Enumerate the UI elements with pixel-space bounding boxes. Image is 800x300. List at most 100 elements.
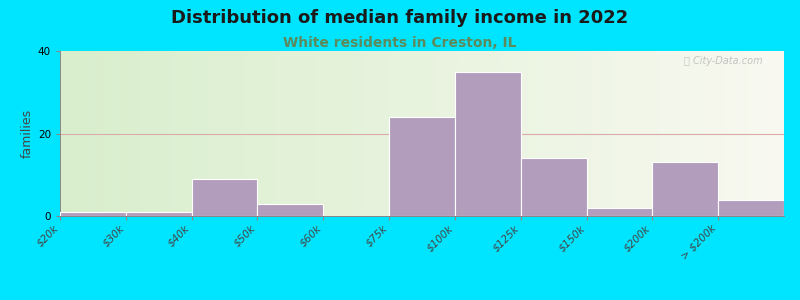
Bar [354,51,357,216]
Bar [492,51,494,216]
Bar [359,51,362,216]
Bar [668,51,670,216]
Bar [125,51,127,216]
Bar [214,51,217,216]
Bar [454,51,456,216]
Bar [217,51,219,216]
Bar [309,51,311,216]
Bar [412,51,414,216]
Bar [613,51,615,216]
Bar [150,51,152,216]
Bar [250,51,253,216]
Bar [562,51,564,216]
Bar [193,51,195,216]
Bar [596,51,598,216]
Bar [729,51,731,216]
Bar [79,51,82,216]
Bar [497,51,499,216]
Bar [627,51,630,216]
Bar [96,51,98,216]
Text: White residents in Creston, IL: White residents in Creston, IL [283,36,517,50]
Bar [154,51,157,216]
Bar [663,51,666,216]
Bar [195,51,198,216]
Bar [736,51,738,216]
Bar [72,51,74,216]
Bar [504,51,506,216]
Bar [113,51,115,216]
Bar [120,51,122,216]
Bar [458,51,461,216]
Bar [750,51,753,216]
Bar [656,51,658,216]
Bar [166,51,169,216]
Bar [330,51,333,216]
Bar [475,51,478,216]
Bar [473,51,475,216]
Bar [374,51,376,216]
Bar [333,51,335,216]
Bar [188,51,190,216]
Bar [77,51,79,216]
Bar [692,51,694,216]
Bar [511,51,514,216]
Bar [598,51,601,216]
Bar [606,51,608,216]
Bar [649,51,651,216]
Bar [159,51,162,216]
Bar [734,51,736,216]
Bar [442,51,444,216]
Bar [231,51,234,216]
Bar [383,51,386,216]
Bar [402,51,405,216]
Bar [229,51,231,216]
Bar [782,51,784,216]
Bar [427,51,430,216]
Bar [133,51,135,216]
Bar [610,51,613,216]
Bar [480,51,482,216]
Bar [661,51,663,216]
Bar [439,51,442,216]
Bar [115,51,118,216]
Bar [714,51,717,216]
Bar [207,51,210,216]
Bar [178,51,181,216]
Bar [381,51,383,216]
Bar [550,51,552,216]
Bar [65,51,67,216]
Bar [709,51,712,216]
Bar [564,51,567,216]
Bar [200,51,202,216]
Bar [502,51,504,216]
Bar [712,51,714,216]
Bar [357,51,359,216]
Bar [326,51,328,216]
Bar [70,51,72,216]
Bar [584,51,586,216]
Bar [290,51,292,216]
Bar [352,51,354,216]
Bar [267,51,270,216]
Bar [176,51,178,216]
Bar [724,51,726,216]
Bar [432,51,434,216]
Bar [84,51,86,216]
Bar [697,51,699,216]
Bar [654,51,656,216]
Bar [400,51,402,216]
Bar [518,51,521,216]
Bar [140,51,142,216]
Bar [238,51,241,216]
Bar [753,51,755,216]
Bar [779,51,782,216]
Bar [487,51,490,216]
Bar [523,51,526,216]
Bar [651,51,654,216]
Bar [118,51,120,216]
Bar [547,51,550,216]
Bar [726,51,729,216]
Bar [608,51,610,216]
Bar [618,51,620,216]
Bar [60,51,62,216]
